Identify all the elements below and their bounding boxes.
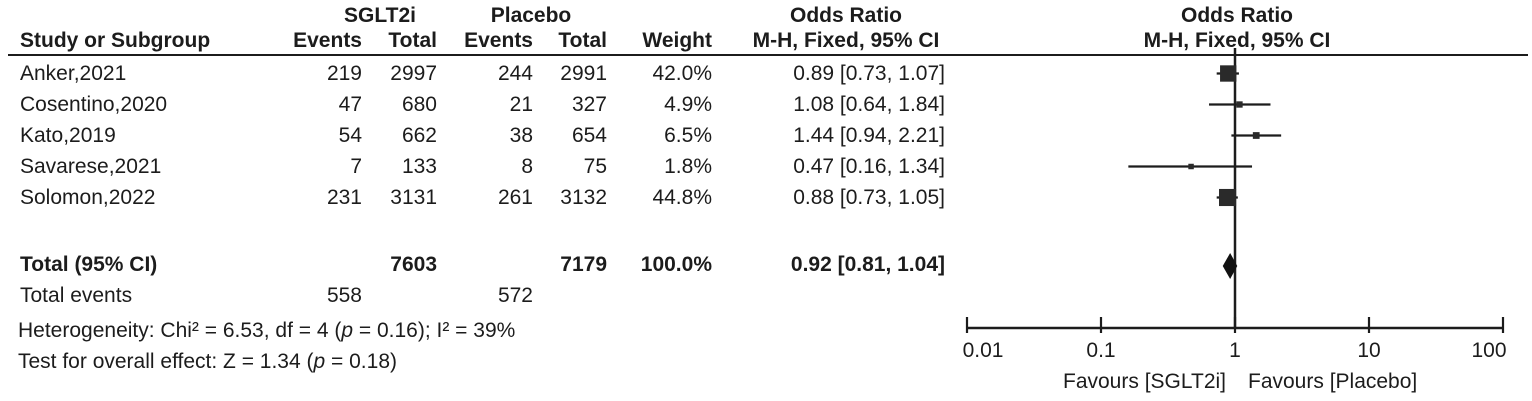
treatment-events: 47 — [338, 93, 362, 116]
total-row: Total (95% CI) 7603 7179 100.0% 0.92 [0.… — [0, 249, 960, 280]
control-total: 327 — [571, 93, 607, 116]
favours-right-label: Favours [Placebo] — [1248, 370, 1417, 393]
weight-value: 4.9% — [664, 93, 712, 116]
treatment-total-header: Total — [388, 29, 437, 52]
or-ci-text: 0.47 [0.16, 1.34] — [793, 155, 945, 178]
total-events-control: 572 — [497, 284, 533, 307]
heterogeneity-p-symbol: p — [341, 319, 354, 342]
overall-p-symbol: p — [313, 350, 326, 373]
odds-ratio-header-left: Odds Ratio — [789, 4, 903, 27]
treatment-total: 2997 — [390, 62, 437, 85]
or-ci-text: 1.44 [0.94, 2.21] — [793, 124, 945, 147]
or-square — [1236, 101, 1243, 108]
table-row: Savarese,2021 7 133 8 75 1.8% 0.47 [0.16, 1.34… — [0, 151, 960, 182]
axis-tick-label: 10 — [1357, 339, 1380, 362]
or-ci-text: 0.89 [0.73, 1.07] — [793, 62, 945, 85]
overall-text-pre: Test for overall effect: Z = 1.34 ( — [18, 350, 314, 373]
study-label: Savarese,2021 — [20, 155, 162, 178]
treatment-total: 662 — [401, 124, 437, 147]
weight-value: 44.8% — [652, 186, 712, 209]
control-total: 2991 — [560, 62, 607, 85]
weight-value: 42.0% — [652, 62, 712, 85]
heterogeneity-text-post: = 0.16); I² = 39% — [353, 319, 516, 342]
total-diamond — [1222, 253, 1238, 279]
weight-value: 1.8% — [664, 155, 712, 178]
total-label: Total (95% CI) — [20, 253, 158, 276]
heterogeneity-stats: Heterogeneity: Chi² = 6.53, df = 4 (p = … — [18, 315, 515, 346]
treatment-total: 133 — [401, 155, 437, 178]
weight-column-header: Weight — [642, 29, 712, 52]
total-or-ci-text: 0.92 [0.81, 1.04] — [790, 253, 945, 276]
table-row: Anker,2021 219 2997 244 2991 42.0% 0.89 [0.73,… — [0, 58, 960, 89]
control-group-header: Placebo — [490, 4, 572, 27]
table-row: Cosentino,2020 47 680 21 327 4.9% 1.08 [0.64, … — [0, 89, 960, 120]
study-label: Solomon,2022 — [20, 186, 156, 209]
study-label: Kato,2019 — [20, 124, 116, 147]
treatment-events: 231 — [326, 186, 362, 209]
or-square — [1188, 163, 1194, 170]
total-events-treatment: 558 — [326, 284, 362, 307]
study-label: Anker,2021 — [20, 62, 127, 85]
odds-ratio-header-right: Odds Ratio — [1180, 4, 1294, 27]
table-row: Kato,2019 54 662 38 654 6.5% 1.44 [0.94, 2.21] — [0, 120, 960, 151]
axis-tick-label: 0.01 — [963, 339, 1004, 362]
control-total: 654 — [571, 124, 607, 147]
control-events: 21 — [509, 93, 533, 116]
forest-plot-canvas: 0.01 0.1 1 10 100 Favours [SGLT2i] Favours [Pl… — [963, 48, 1507, 393]
total-control: 7179 — [560, 253, 607, 276]
total-events-row: Total events 558 572 — [0, 280, 960, 311]
axis-tick-label: 0.1 — [1086, 339, 1115, 362]
axis-tick-label: 1 — [1229, 339, 1241, 362]
axis-tick-label: 100 — [1471, 339, 1506, 362]
header-divider-rule — [8, 54, 1528, 56]
control-events: 244 — [497, 62, 533, 85]
overall-text-post: = 0.18) — [325, 350, 397, 373]
table-row: Solomon,2022 231 3131 261 3132 44.8% 0.88 [0.7… — [0, 182, 960, 213]
treatment-group-header: SGLT2i — [344, 4, 416, 27]
or-square — [1219, 188, 1237, 207]
control-total: 75 — [583, 155, 607, 178]
favours-left-label: Favours [SGLT2i] — [1063, 370, 1226, 393]
control-total: 3132 — [560, 186, 607, 209]
or-ci-text: 0.88 [0.73, 1.05] — [793, 186, 945, 209]
treatment-events: 219 — [326, 62, 362, 85]
total-treatment: 7603 — [390, 253, 437, 276]
control-total-header: Total — [558, 29, 607, 52]
or-square — [1220, 65, 1237, 82]
control-events: 261 — [497, 186, 533, 209]
treatment-events: 7 — [350, 155, 362, 178]
control-events-header: Events — [464, 29, 533, 52]
control-events: 8 — [521, 155, 533, 178]
overall-effect-stats: Test for overall effect: Z = 1.34 (p = 0… — [18, 346, 397, 377]
heterogeneity-text-pre: Heterogeneity: Chi² = 6.53, df = 4 ( — [18, 319, 342, 342]
or-square — [1252, 132, 1260, 139]
weight-value: 6.5% — [664, 124, 712, 147]
study-column-header: Study or Subgroup — [20, 29, 211, 52]
total-events-label: Total events — [20, 284, 133, 307]
treatment-events: 54 — [338, 124, 362, 147]
total-weight: 100.0% — [640, 253, 712, 276]
treatment-total: 680 — [401, 93, 437, 116]
mh-fixed-ci-header-left: M-H, Fixed, 95% CI — [752, 29, 940, 52]
or-ci-text: 1.08 [0.64, 1.84] — [793, 93, 945, 116]
treatment-total: 3131 — [390, 186, 437, 209]
study-label: Cosentino,2020 — [20, 93, 168, 116]
treatment-events-header: Events — [293, 29, 362, 52]
mh-fixed-ci-header-right: M-H, Fixed, 95% CI — [1143, 29, 1331, 52]
control-events: 38 — [509, 124, 533, 147]
